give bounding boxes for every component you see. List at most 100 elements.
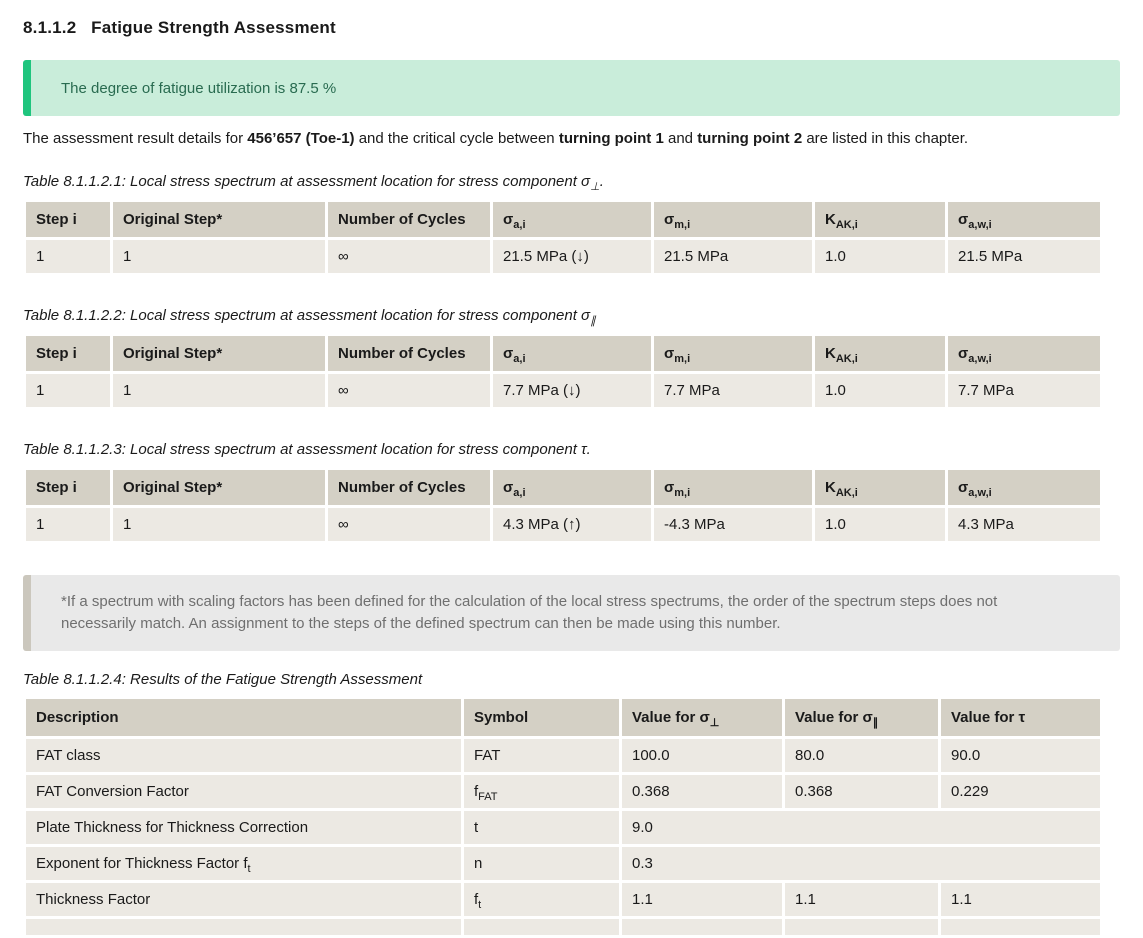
- table-caption-4: Table 8.1.1.2.4: Results of the Fatigue …: [23, 671, 423, 688]
- column-header-sigma-awi: σa,w,i: [945, 467, 1103, 508]
- table-cell: [619, 916, 785, 938]
- table-cell: 100.0: [619, 736, 785, 775]
- table-cell: 7.7 MPa (↓): [490, 371, 654, 410]
- header-row: Step i Original Step* Number of Cycles σ…: [23, 467, 1103, 508]
- utilization-banner-text: The degree of fatigue utilization is 87.…: [61, 79, 337, 97]
- table-row-partial: [23, 916, 1103, 938]
- column-header-sigma-awi: σa,w,i: [945, 333, 1103, 374]
- header-row: Description Symbol Value for σ⊥ Value fo…: [23, 696, 1103, 739]
- table-cell: 1: [110, 371, 328, 410]
- column-header-kaki: KAK,i: [812, 467, 948, 508]
- column-header-step: Step i: [23, 467, 113, 508]
- column-header-original-step: Original Step*: [110, 467, 328, 508]
- table-cell: ∞: [325, 505, 493, 544]
- column-header-step: Step i: [23, 333, 113, 374]
- table-cell: fFAT: [461, 772, 622, 811]
- table-cell: FAT: [461, 736, 622, 775]
- results-table: Description Symbol Value for σ⊥ Value fo…: [23, 696, 1103, 938]
- table-row: 1 1 ∞ 4.3 MPa (↑) -4.3 MPa 1.0 4.3 MPa: [23, 505, 1103, 544]
- column-header-number-of-cycles: Number of Cycles: [325, 467, 493, 508]
- table-row: Thickness Factor ft 1.1 1.1 1.1: [23, 880, 1103, 919]
- table-cell: FAT class: [23, 736, 464, 775]
- table-cell: 21.5 MPa: [651, 237, 815, 276]
- table-cell: 1: [23, 371, 113, 410]
- table-cell: ∞: [325, 371, 493, 410]
- table-cell: 21.5 MPa: [945, 237, 1103, 276]
- intro-paragraph: The assessment result details for 456’65…: [23, 130, 969, 147]
- table-cell: 1.1: [782, 880, 941, 919]
- table-caption-1: Table 8.1.1.2.1: Local stress spectrum a…: [23, 173, 604, 193]
- column-header-description: Description: [23, 696, 464, 739]
- table-cell: 21.5 MPa (↓): [490, 237, 654, 276]
- table-cell: 0.229: [938, 772, 1103, 811]
- column-header-sigma-ai: σa,i: [490, 199, 654, 240]
- table-cell: 1: [110, 237, 328, 276]
- table-row: FAT class FAT 100.0 80.0 90.0: [23, 736, 1103, 775]
- table-cell: 4.3 MPa (↑): [490, 505, 654, 544]
- table-cell: 7.7 MPa: [945, 371, 1103, 410]
- table-cell: 1: [23, 237, 113, 276]
- table-cell: 1.1: [619, 880, 785, 919]
- column-header-kaki: KAK,i: [812, 199, 948, 240]
- table-cell: FAT Conversion Factor: [23, 772, 464, 811]
- header-row: Step i Original Step* Number of Cycles σ…: [23, 199, 1103, 240]
- table-cell: -4.3 MPa: [651, 505, 815, 544]
- header-row: Step i Original Step* Number of Cycles σ…: [23, 333, 1103, 374]
- footnote-box: *If a spectrum with scaling factors has …: [23, 575, 1120, 651]
- table-cell: [938, 916, 1103, 938]
- table-row: 1 1 ∞ 21.5 MPa (↓) 21.5 MPa 1.0 21.5 MPa: [23, 237, 1103, 276]
- column-header-number-of-cycles: Number of Cycles: [325, 333, 493, 374]
- table-cell: [461, 916, 622, 938]
- table-cell: 7.7 MPa: [651, 371, 815, 410]
- table-caption-2: Table 8.1.1.2.2: Local stress spectrum a…: [23, 307, 596, 327]
- table-row: FAT Conversion Factor fFAT 0.368 0.368 0…: [23, 772, 1103, 811]
- table-cell: 0.3: [619, 844, 1103, 883]
- table-cell: Exponent for Thickness Factor ft: [23, 844, 464, 883]
- table-cell: 80.0: [782, 736, 941, 775]
- spectrum-table-sigma-perp: Step i Original Step* Number of Cycles σ…: [23, 199, 1103, 276]
- table-cell: 1.0: [812, 371, 948, 410]
- table-caption-3: Table 8.1.1.2.3: Local stress spectrum a…: [23, 441, 591, 458]
- column-header-sigma-ai: σa,i: [490, 467, 654, 508]
- table-cell: 90.0: [938, 736, 1103, 775]
- table-cell: t: [461, 808, 622, 847]
- column-header-sigma-mi: σm,i: [651, 333, 815, 374]
- page-title: 8.1.1.2 Fatigue Strength Assessment: [23, 18, 336, 37]
- column-header-sigma-awi: σa,w,i: [945, 199, 1103, 240]
- table-cell: ∞: [325, 237, 493, 276]
- utilization-banner: The degree of fatigue utilization is 87.…: [23, 60, 1120, 116]
- table-cell: 1.0: [812, 505, 948, 544]
- table-cell: 0.368: [619, 772, 785, 811]
- table-cell: [23, 916, 464, 938]
- table-row: 1 1 ∞ 7.7 MPa (↓) 7.7 MPa 1.0 7.7 MPa: [23, 371, 1103, 410]
- table-cell: 1.1: [938, 880, 1103, 919]
- column-header-kaki: KAK,i: [812, 333, 948, 374]
- table-cell: 4.3 MPa: [945, 505, 1103, 544]
- footnote-text: *If a spectrum with scaling factors has …: [61, 593, 998, 632]
- table-cell: 1.0: [812, 237, 948, 276]
- table-row: Plate Thickness for Thickness Correction…: [23, 808, 1103, 847]
- table-cell: 1: [23, 505, 113, 544]
- column-header-sigma-mi: σm,i: [651, 199, 815, 240]
- column-header-sigma-mi: σm,i: [651, 467, 815, 508]
- column-header-value-sigma-par: Value for σ∥: [782, 696, 941, 739]
- column-header-original-step: Original Step*: [110, 333, 328, 374]
- table-cell: ft: [461, 880, 622, 919]
- table-cell: Plate Thickness for Thickness Correction: [23, 808, 464, 847]
- column-header-step: Step i: [23, 199, 113, 240]
- column-header-symbol: Symbol: [461, 696, 622, 739]
- column-header-sigma-ai: σa,i: [490, 333, 654, 374]
- table-cell: Thickness Factor: [23, 880, 464, 919]
- table-cell: 1: [110, 505, 328, 544]
- column-header-number-of-cycles: Number of Cycles: [325, 199, 493, 240]
- table-cell: 9.0: [619, 808, 1103, 847]
- table-cell: 0.368: [782, 772, 941, 811]
- spectrum-table-tau: Step i Original Step* Number of Cycles σ…: [23, 467, 1103, 544]
- column-header-value-tau: Value for τ: [938, 696, 1103, 739]
- table-row: Exponent for Thickness Factor ft n 0.3: [23, 844, 1103, 883]
- table-cell: n: [461, 844, 622, 883]
- column-header-original-step: Original Step*: [110, 199, 328, 240]
- column-header-value-sigma-perp: Value for σ⊥: [619, 696, 785, 739]
- table-cell: [782, 916, 941, 938]
